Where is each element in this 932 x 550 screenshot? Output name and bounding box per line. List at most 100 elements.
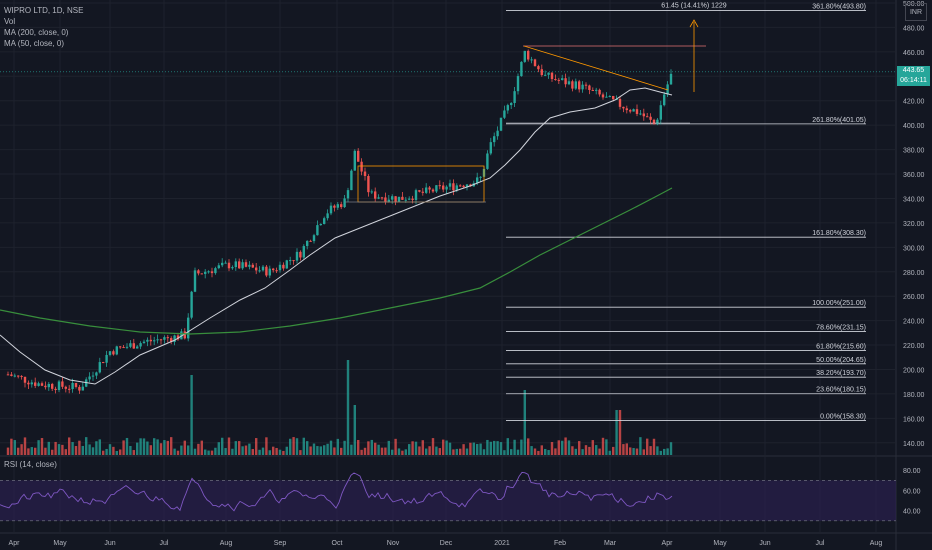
candle-body [13,375,16,377]
candle-body [363,171,367,176]
time-tick-label: Jul [160,540,169,547]
time-tick-label: Nov [387,540,400,547]
volume-bar [20,444,23,455]
candle-body [574,81,577,89]
price-tick-label: 220.00 [903,343,925,350]
volume-bar [241,446,244,455]
volume-bar [510,449,513,455]
candle-body [581,84,584,90]
candle-body [170,338,173,342]
time-tick-label: Apr [662,540,674,547]
candle-body [6,374,10,376]
volume-bar [496,441,499,455]
volume-bar [360,449,363,455]
candle-body [571,81,574,89]
time-tick-label: Dec [440,540,453,547]
candle-body [387,199,390,202]
volume-bar [374,442,377,455]
volume-bar [445,440,448,455]
candle-body [316,225,319,236]
volume-bar [513,439,516,455]
volume-bar [343,440,346,455]
volume-bar [68,437,71,455]
candle-body [397,196,401,202]
volume-bar [309,446,312,455]
candle-body [68,388,71,390]
candle-body [278,264,282,271]
volume-bar [289,438,292,455]
volume-bar [234,441,237,455]
volume-bar [115,450,118,455]
volume-bar [204,449,207,455]
candle-body [520,61,523,77]
volume-bar [357,439,360,455]
candle-body [340,204,343,208]
candle-body [360,161,363,172]
volume-bar [622,444,625,455]
candle-body [47,383,50,388]
volume-bar [482,449,486,455]
volume-bar [411,441,414,455]
candle-body [204,271,207,274]
candle-body [588,85,591,91]
fib-label: 38.20%(193.70) [816,370,866,377]
volume-bar [64,449,67,455]
candle-body [251,264,254,268]
candle-body [248,264,251,267]
candle-body [374,191,377,199]
volume-bars [6,360,673,455]
candle-body [408,198,411,200]
candle-body [125,346,129,348]
candle-body [329,205,333,214]
volume-bar [74,445,78,455]
candle-body [27,382,30,385]
volume-bar [95,441,98,455]
price-tick-label: 400.00 [903,123,925,130]
volume-bar [476,443,479,455]
volume-bar [489,441,492,455]
volume-bar [384,447,387,455]
candle-body [132,343,135,349]
volume-bar [499,442,503,455]
volume-bar [51,449,54,455]
candle-body [166,337,169,339]
candle-body [88,376,91,380]
candle-body [506,105,509,111]
candle-body [595,89,598,91]
candle-body [102,362,105,364]
fib-label: 23.60%(180.15) [816,387,866,394]
candle-body [370,191,373,193]
currency-button[interactable]: INR [905,3,927,21]
volume-bar [666,448,669,455]
volume-bar [663,448,666,455]
volume-bar [612,446,615,455]
candle-body [421,191,424,193]
price-tick-label: 320.00 [903,221,925,228]
candle-body [639,113,642,115]
volume-bar [523,390,526,455]
volume-bar [85,437,88,455]
volume-bar [71,442,74,455]
volume-bar [173,448,176,455]
volume-bar [285,446,288,455]
candle-body [163,337,166,340]
volume-bar [601,437,605,455]
candle-body [217,265,220,269]
candle-body [530,59,533,61]
volume-bar [642,449,645,455]
volume-bar [333,447,336,455]
candle-body [190,291,193,318]
candle-body [605,96,608,98]
volume-bar [635,448,639,455]
volume-bar [272,446,275,455]
candle-body [380,197,384,199]
volume-bar [78,440,81,455]
volume-bar [462,444,465,455]
candle-body [343,198,346,208]
candle-body [659,105,662,120]
candle-body [401,196,404,200]
volume-bar [530,446,533,455]
volume-bar [329,440,333,455]
fib-label: 61.80%(215.60) [816,343,866,350]
